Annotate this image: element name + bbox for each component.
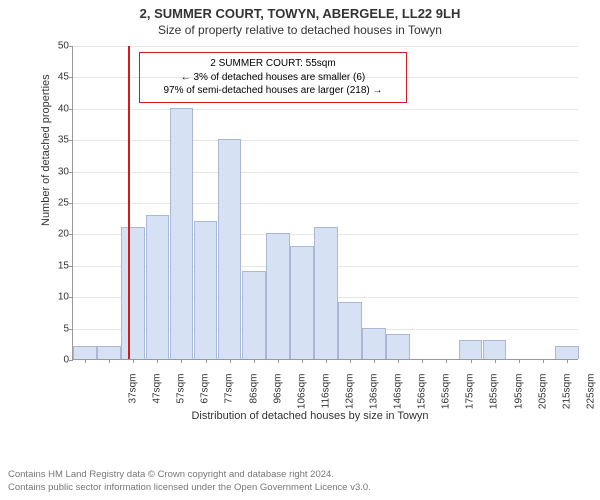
y-tick-label: 10: [45, 292, 69, 303]
reference-line: [128, 46, 130, 359]
histogram-bar: [218, 139, 242, 359]
y-tick-label: 45: [45, 72, 69, 83]
y-tick-label: 25: [45, 198, 69, 209]
y-tick-mark: [69, 172, 73, 173]
x-tick-mark: [350, 359, 351, 363]
x-tick-mark: [326, 359, 327, 363]
y-tick-label: 50: [45, 41, 69, 52]
annotation-line-3: 97% of semi-detached houses are larger (…: [148, 84, 398, 98]
y-tick-mark: [69, 140, 73, 141]
histogram-bar: [555, 346, 579, 359]
x-tick-mark: [543, 359, 544, 363]
annotation-line-1: 2 SUMMER COURT: 55sqm: [148, 57, 398, 71]
gridline: [73, 140, 578, 141]
histogram-bar: [386, 334, 410, 359]
histogram-bar: [97, 346, 121, 359]
x-tick-mark: [109, 359, 110, 363]
x-tick-mark: [254, 359, 255, 363]
x-tick-mark: [133, 359, 134, 363]
page-subtitle: Size of property relative to detached ho…: [0, 23, 600, 37]
histogram-bar: [362, 328, 386, 359]
x-tick-mark: [398, 359, 399, 363]
histogram-bar: [266, 233, 290, 359]
x-tick-mark: [422, 359, 423, 363]
attribution-line-2: Contains public sector information licen…: [8, 482, 371, 494]
attribution-text: Contains HM Land Registry data © Crown c…: [8, 469, 371, 494]
annotation-line-2: ← 3% of detached houses are smaller (6): [148, 71, 398, 85]
histogram-chart: Number of detached properties 2 SUMMER C…: [42, 46, 578, 416]
y-tick-label: 35: [45, 135, 69, 146]
gridline: [73, 109, 578, 110]
y-tick-mark: [69, 329, 73, 330]
x-tick-mark: [302, 359, 303, 363]
histogram-bar: [483, 340, 507, 359]
attribution-line-1: Contains HM Land Registry data © Crown c…: [8, 469, 371, 481]
x-tick-mark: [157, 359, 158, 363]
y-tick-mark: [69, 360, 73, 361]
y-tick-label: 30: [45, 166, 69, 177]
x-axis-label: Distribution of detached houses by size …: [42, 410, 578, 422]
x-tick-mark: [181, 359, 182, 363]
y-tick-mark: [69, 297, 73, 298]
histogram-bar: [73, 346, 97, 359]
histogram-bar: [314, 227, 338, 359]
x-tick-label: 225sqm: [585, 374, 596, 424]
histogram-bar: [170, 108, 194, 359]
y-tick-label: 20: [45, 229, 69, 240]
x-tick-mark: [206, 359, 207, 363]
histogram-bar: [242, 271, 266, 359]
histogram-bar: [290, 246, 314, 359]
histogram-bar: [194, 221, 218, 359]
gridline: [73, 172, 578, 173]
x-tick-mark: [567, 359, 568, 363]
y-tick-mark: [69, 46, 73, 47]
x-tick-mark: [471, 359, 472, 363]
page-title: 2, SUMMER COURT, TOWYN, ABERGELE, LL22 9…: [0, 6, 600, 21]
plot-area: 2 SUMMER COURT: 55sqm ← 3% of detached h…: [72, 46, 578, 360]
x-tick-mark: [374, 359, 375, 363]
annotation-box: 2 SUMMER COURT: 55sqm ← 3% of detached h…: [139, 52, 407, 103]
histogram-bar: [338, 302, 362, 359]
histogram-bar: [146, 215, 170, 359]
gridline: [73, 46, 578, 47]
y-tick-label: 5: [45, 323, 69, 334]
y-tick-mark: [69, 203, 73, 204]
x-tick-mark: [519, 359, 520, 363]
y-tick-mark: [69, 234, 73, 235]
y-tick-mark: [69, 266, 73, 267]
x-tick-mark: [278, 359, 279, 363]
y-tick-mark: [69, 109, 73, 110]
histogram-bar: [459, 340, 483, 359]
x-tick-mark: [446, 359, 447, 363]
x-tick-mark: [230, 359, 231, 363]
histogram-bar: [121, 227, 145, 359]
y-tick-label: 15: [45, 260, 69, 271]
y-tick-label: 40: [45, 103, 69, 114]
y-tick-label: 0: [45, 355, 69, 366]
x-tick-mark: [85, 359, 86, 363]
y-tick-mark: [69, 77, 73, 78]
gridline: [73, 203, 578, 204]
x-tick-mark: [495, 359, 496, 363]
